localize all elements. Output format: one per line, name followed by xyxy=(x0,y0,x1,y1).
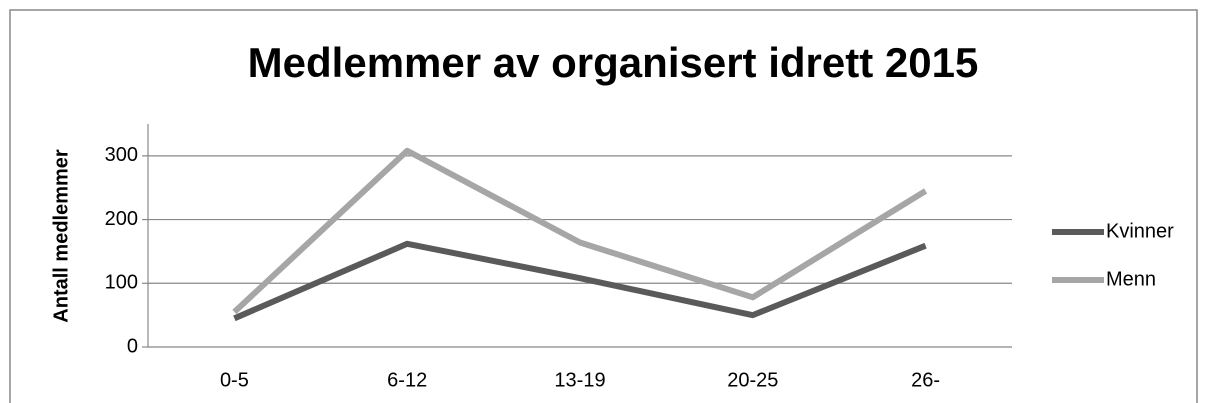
y-tick-label: 200 xyxy=(105,208,138,230)
series-line xyxy=(233,240,927,322)
series-line xyxy=(232,147,928,315)
legend-label: Kvinner xyxy=(1106,220,1174,242)
x-tick-label: 0-5 xyxy=(220,369,249,391)
chart-title: Medlemmer av organisert idrett 2015 xyxy=(248,39,979,86)
x-tick-label: 6-12 xyxy=(387,369,427,391)
chart-frame xyxy=(9,9,1198,403)
y-tick-label: 300 xyxy=(105,144,138,166)
y-tick-label: 0 xyxy=(127,335,138,357)
x-tick-label: 13-19 xyxy=(554,369,605,391)
legend-label: Menn xyxy=(1106,268,1156,290)
x-tick-label: 26- xyxy=(911,369,940,391)
y-axis-label: Antall medlemmer xyxy=(50,149,72,323)
x-tick-label: 20-25 xyxy=(727,369,778,391)
y-tick-label: 100 xyxy=(105,272,138,294)
